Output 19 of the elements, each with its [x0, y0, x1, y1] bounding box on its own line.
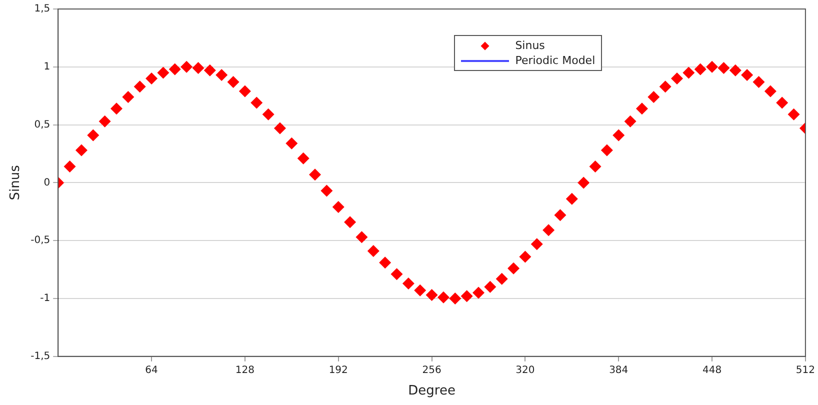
x-tick-label: 256 [422, 364, 442, 376]
x-tick-label: 192 [328, 364, 348, 376]
x-tick-label: 128 [235, 364, 254, 376]
x-tick-label: 448 [702, 364, 722, 376]
x-tick-label: 320 [516, 364, 535, 376]
y-tick-label: -1,5 [30, 350, 50, 362]
x-tick-label: 64 [145, 364, 158, 376]
y-tick-label: 1 [44, 61, 50, 72]
y-axis-title: Sinus [8, 164, 24, 200]
y-tick-label: -1 [40, 293, 50, 304]
y-tick-label: 0 [44, 177, 50, 188]
y-tick-label: -0,5 [30, 235, 50, 246]
x-tick-label: 384 [609, 364, 628, 376]
y-tick-label: 1,5 [34, 4, 50, 15]
y-tick-label: 0,5 [34, 119, 50, 130]
x-tick-label: 512 [796, 364, 816, 376]
legend-label: Periodic Model [515, 54, 596, 67]
x-axis-title: Degree [408, 384, 456, 399]
legend-label: Sinus [515, 39, 545, 52]
